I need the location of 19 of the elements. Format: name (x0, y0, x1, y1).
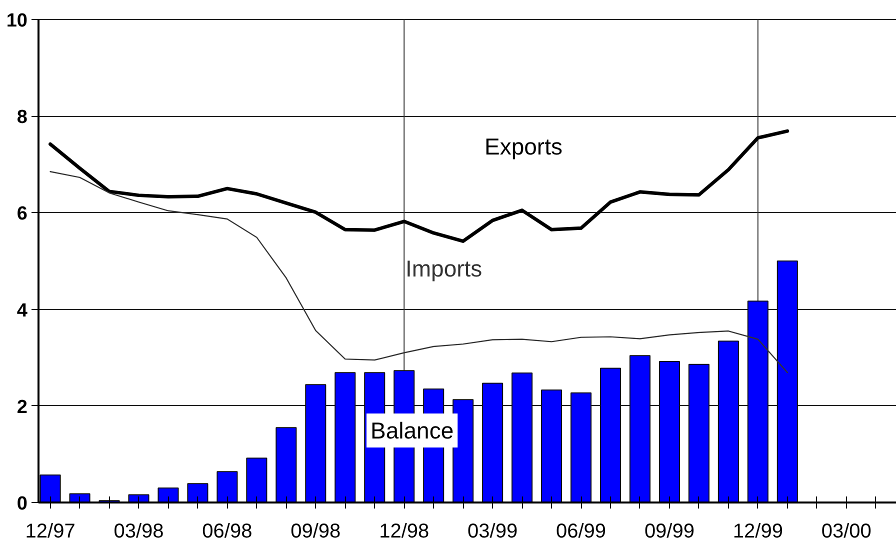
y-tick-label: 6 (16, 204, 28, 225)
text: Imports (406, 256, 482, 282)
text: Exports (484, 134, 562, 160)
x-tick-label: 12/99 (732, 520, 783, 542)
y-tick-label: 4 (16, 300, 28, 322)
x-tick-label: 03/99 (468, 520, 518, 542)
x-tick-label: 03/00 (821, 520, 872, 542)
x-tick-label: 06/99 (556, 520, 606, 542)
x-tick-label: 03/98 (114, 520, 164, 542)
y-tick-label: 0 (16, 494, 28, 514)
x-tick-label: 12/98 (379, 520, 430, 542)
y-tick-label: 2 (16, 396, 28, 418)
x-tick-label: 09/98 (290, 520, 341, 542)
y-tick-label: 10 (6, 10, 28, 32)
y-tick-label: 8 (16, 107, 28, 128)
x-tick-label: 12/97 (25, 520, 76, 542)
x-tick-label: 09/99 (644, 520, 695, 542)
x-tick-label: 06/98 (202, 520, 252, 542)
series-label: Balance (370, 418, 454, 444)
